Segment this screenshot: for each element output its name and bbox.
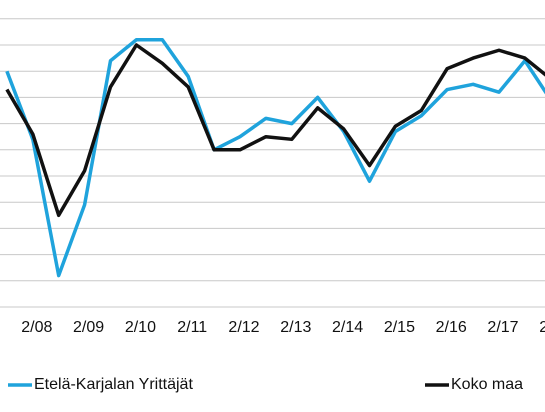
legend-label: Koko maa: [451, 376, 523, 393]
x-tick-label: 2/18: [539, 319, 545, 336]
x-tick-label: 2/12: [228, 319, 259, 336]
x-tick-label: 2/09: [73, 319, 104, 336]
x-tick-label: 2/08: [21, 319, 52, 336]
x-tick-label: 2/17: [487, 319, 518, 336]
x-tick-label: 2/07: [0, 319, 1, 336]
series-line: [5, 43, 545, 218]
legend-label: Etelä-Karjalan Yrittäjät: [34, 376, 193, 393]
x-tick-label: 2/13: [280, 319, 311, 336]
x-tick-label: 2/15: [384, 319, 415, 336]
x-tick-label: 2/14: [332, 319, 363, 336]
x-tick-label: 2/11: [177, 319, 207, 336]
x-tick-label: 2/16: [436, 319, 467, 336]
x-tick-label: 2/10: [125, 319, 156, 336]
